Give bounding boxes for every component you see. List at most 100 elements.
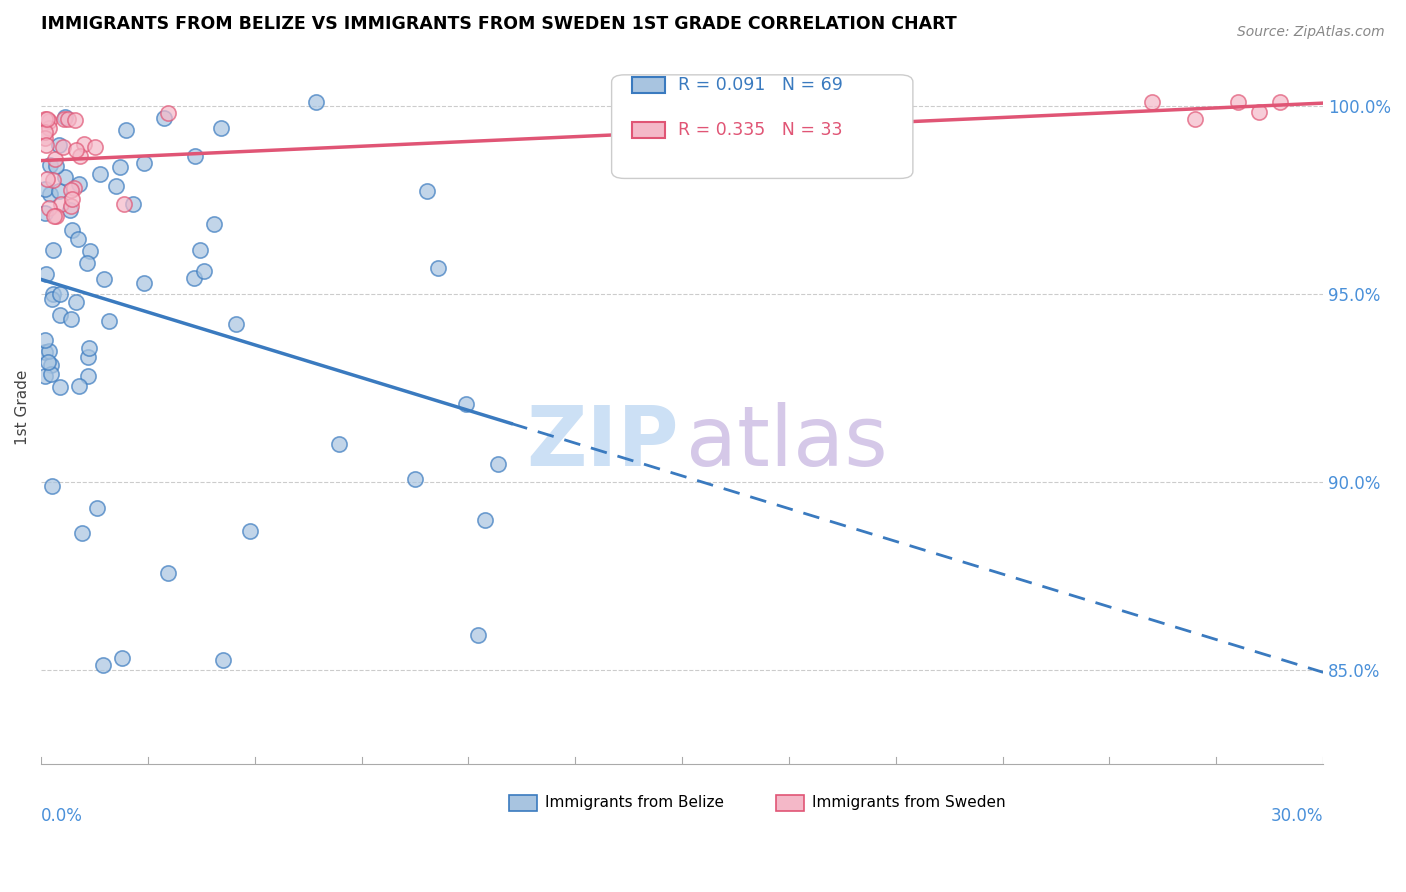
Point xyxy=(121,197,143,211)
Text: 0.0%: 0.0% xyxy=(41,807,83,825)
Point xyxy=(415,184,437,198)
FancyBboxPatch shape xyxy=(776,795,804,811)
Point xyxy=(115,122,138,136)
Point xyxy=(112,197,135,211)
Point xyxy=(41,479,63,493)
Point xyxy=(305,95,328,110)
Point xyxy=(34,333,56,347)
Point xyxy=(59,202,82,217)
Point xyxy=(53,170,76,185)
FancyBboxPatch shape xyxy=(633,122,665,137)
Point xyxy=(35,267,58,281)
Text: 30.0%: 30.0% xyxy=(1271,807,1323,825)
Point xyxy=(70,525,93,540)
Point xyxy=(38,114,60,128)
Text: ZIP: ZIP xyxy=(526,402,678,483)
Point xyxy=(202,217,225,231)
Point xyxy=(44,152,66,166)
Point xyxy=(1226,95,1249,110)
Point xyxy=(89,167,111,181)
Point xyxy=(48,137,70,152)
FancyBboxPatch shape xyxy=(633,77,665,93)
Point xyxy=(60,222,83,236)
Point xyxy=(38,343,60,358)
Point xyxy=(38,186,60,201)
Point xyxy=(91,657,114,672)
Point xyxy=(45,209,67,223)
Point xyxy=(48,308,70,322)
Point xyxy=(41,244,63,258)
Point xyxy=(63,112,86,127)
Point xyxy=(63,181,86,195)
Point xyxy=(41,293,63,307)
Text: Source: ZipAtlas.com: Source: ZipAtlas.com xyxy=(1237,25,1385,39)
Point xyxy=(76,256,98,270)
Point xyxy=(60,183,83,197)
Point xyxy=(67,379,90,393)
Point xyxy=(1140,95,1163,110)
Text: R = 0.091   N = 69: R = 0.091 N = 69 xyxy=(678,76,844,94)
Point xyxy=(209,120,232,135)
FancyBboxPatch shape xyxy=(612,75,912,178)
Point xyxy=(1247,104,1270,119)
Point xyxy=(38,120,60,135)
Text: Immigrants from Belize: Immigrants from Belize xyxy=(546,796,724,810)
Point xyxy=(59,311,82,326)
FancyBboxPatch shape xyxy=(509,795,537,811)
Point xyxy=(37,172,59,186)
Point xyxy=(108,160,131,174)
Point xyxy=(467,628,489,642)
Point xyxy=(193,263,215,277)
Point xyxy=(93,272,115,286)
Point xyxy=(34,181,56,195)
Point xyxy=(427,261,450,276)
Point xyxy=(104,178,127,193)
Point xyxy=(225,317,247,331)
Point xyxy=(134,156,156,170)
Point xyxy=(157,105,180,120)
Point xyxy=(67,177,90,191)
Point xyxy=(73,136,96,151)
Point xyxy=(48,184,70,198)
Point xyxy=(1184,112,1206,126)
Point xyxy=(60,199,83,213)
Point xyxy=(486,457,509,471)
Point xyxy=(153,112,176,126)
Point xyxy=(34,112,56,126)
Point xyxy=(52,139,75,153)
Point xyxy=(77,351,100,365)
Point xyxy=(1270,95,1292,110)
Point xyxy=(65,143,87,157)
Point xyxy=(183,271,205,285)
Point xyxy=(53,112,76,126)
Text: R = 0.335   N = 33: R = 0.335 N = 33 xyxy=(678,120,842,139)
Point xyxy=(41,359,63,373)
Point xyxy=(404,472,426,486)
Point xyxy=(51,197,73,211)
Point xyxy=(53,110,76,124)
Point xyxy=(84,139,107,153)
Point xyxy=(60,192,83,206)
Point xyxy=(239,524,262,538)
Point xyxy=(86,500,108,515)
Point xyxy=(184,149,207,163)
Point xyxy=(42,210,65,224)
Point xyxy=(97,314,120,328)
Point xyxy=(188,243,211,257)
Point xyxy=(49,380,72,394)
Point xyxy=(212,653,235,667)
Point xyxy=(38,201,60,215)
Point xyxy=(67,232,90,246)
Text: Immigrants from Sweden: Immigrants from Sweden xyxy=(811,796,1005,810)
Point xyxy=(156,566,179,580)
Point xyxy=(35,112,58,127)
Point xyxy=(79,244,101,258)
Point xyxy=(474,513,496,527)
Point xyxy=(37,355,59,369)
Point xyxy=(132,276,155,290)
Point xyxy=(39,367,62,381)
Point xyxy=(34,369,56,384)
Point xyxy=(38,158,60,172)
Point xyxy=(34,206,56,220)
Y-axis label: 1st Grade: 1st Grade xyxy=(15,369,30,445)
